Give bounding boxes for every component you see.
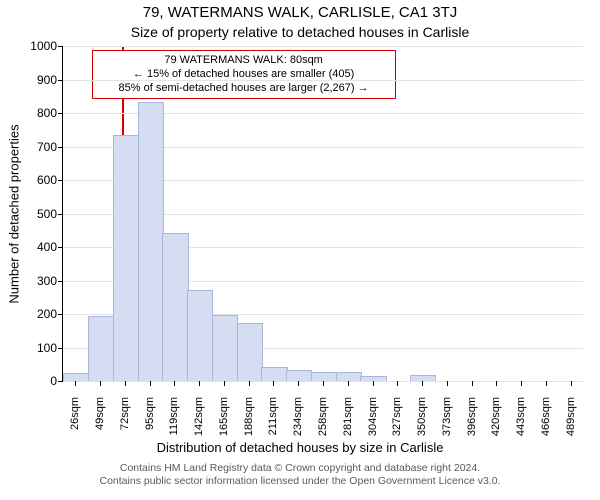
xtick-mark	[273, 381, 274, 386]
histogram-bar	[286, 370, 312, 381]
xtick-label: 119sqm	[168, 393, 180, 435]
ytick-label: 700	[37, 140, 63, 154]
ytick-label: 1000	[30, 39, 63, 53]
xtick-label: 72sqm	[119, 393, 131, 430]
xtick-mark	[100, 381, 101, 386]
xtick-mark	[298, 381, 299, 386]
xtick-mark	[125, 381, 126, 386]
xtick-label: 489sqm	[565, 393, 577, 436]
histogram-bar	[311, 372, 337, 381]
xtick-label: 281sqm	[342, 393, 354, 436]
xtick-mark	[422, 381, 423, 386]
ytick-label: 800	[37, 106, 63, 120]
xtick-label: 258sqm	[317, 393, 329, 436]
xtick-mark	[546, 381, 547, 386]
chart-subtitle: Size of property relative to detached ho…	[0, 24, 600, 40]
histogram-bar	[187, 290, 213, 381]
chart-container: 79, WATERMANS WALK, CARLISLE, CA1 3TJ Si…	[0, 0, 600, 500]
plot-area: 79 WATERMANS WALK: 80sqm ← 15% of detach…	[62, 46, 583, 382]
xtick-label: 26sqm	[69, 393, 81, 430]
y-axis-label: Number of detached properties	[7, 124, 22, 303]
ytick-label: 200	[37, 307, 63, 321]
histogram-bar	[88, 316, 114, 381]
histogram-bar	[138, 102, 164, 381]
xtick-label: 304sqm	[367, 393, 379, 436]
xtick-label: 327sqm	[391, 393, 403, 436]
xtick-label: 234sqm	[292, 393, 304, 436]
xtick-mark	[348, 381, 349, 386]
footer-attribution: Contains HM Land Registry data © Crown c…	[0, 462, 600, 488]
xtick-label: 95sqm	[144, 393, 156, 430]
xtick-mark	[496, 381, 497, 386]
xtick-mark	[397, 381, 398, 386]
xtick-label: 211sqm	[267, 393, 279, 435]
footer-line: Contains public sector information licen…	[0, 475, 600, 488]
xtick-mark	[447, 381, 448, 386]
xtick-mark	[521, 381, 522, 386]
xtick-mark	[373, 381, 374, 386]
ytick-label: 100	[37, 341, 63, 355]
histogram-bar	[162, 233, 188, 381]
xtick-label: 188sqm	[243, 393, 255, 436]
xtick-mark	[224, 381, 225, 386]
annotation-line: 85% of semi-detached houses are larger (…	[99, 82, 389, 96]
xtick-mark	[249, 381, 250, 386]
ytick-label: 500	[37, 207, 63, 221]
xtick-label: 466sqm	[540, 393, 552, 436]
histogram-bar	[212, 315, 238, 381]
xtick-mark	[323, 381, 324, 386]
ytick-label: 600	[37, 173, 63, 187]
ytick-label: 900	[37, 73, 63, 87]
xtick-mark	[199, 381, 200, 386]
xtick-label: 142sqm	[193, 393, 205, 436]
xtick-label: 443sqm	[515, 393, 527, 436]
xtick-label: 420sqm	[490, 393, 502, 436]
xtick-label: 350sqm	[416, 393, 428, 436]
histogram-bar	[261, 367, 287, 381]
ytick-label: 0	[50, 374, 63, 388]
xtick-label: 396sqm	[466, 393, 478, 436]
xtick-label: 49sqm	[94, 393, 106, 430]
footer-line: Contains HM Land Registry data © Crown c…	[0, 462, 600, 475]
xtick-mark	[75, 381, 76, 386]
annotation-line: 79 WATERMANS WALK: 80sqm	[99, 54, 389, 68]
xtick-mark	[472, 381, 473, 386]
xtick-mark	[174, 381, 175, 386]
page-title: 79, WATERMANS WALK, CARLISLE, CA1 3TJ	[0, 4, 600, 21]
x-axis-label: Distribution of detached houses by size …	[0, 440, 600, 455]
xtick-mark	[150, 381, 151, 386]
histogram-bar	[63, 373, 89, 381]
ytick-label: 300	[37, 274, 63, 288]
annotation-box: 79 WATERMANS WALK: 80sqm ← 15% of detach…	[92, 50, 396, 99]
xtick-label: 373sqm	[441, 393, 453, 436]
ytick-label: 400	[37, 240, 63, 254]
histogram-bar	[336, 372, 362, 381]
xtick-mark	[571, 381, 572, 386]
gridline	[63, 46, 583, 47]
xtick-label: 165sqm	[218, 393, 230, 436]
histogram-bar	[113, 135, 139, 381]
gridline	[63, 80, 583, 81]
histogram-bar	[237, 323, 263, 381]
